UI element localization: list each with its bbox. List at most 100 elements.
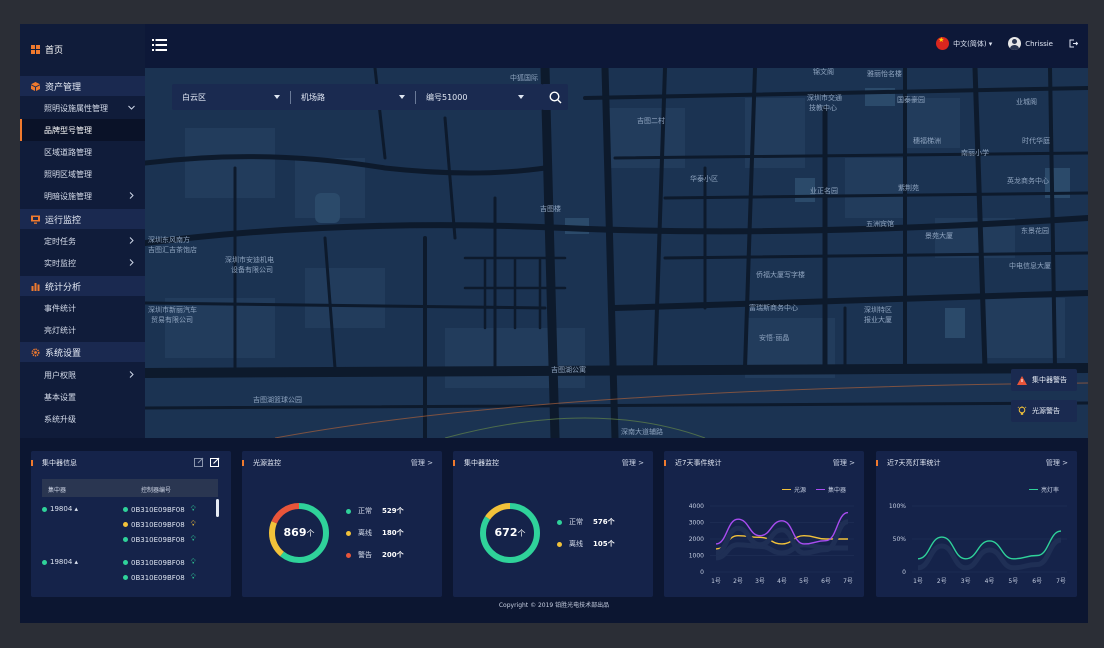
concentrator-alert-button[interactable]: 集中器警告 [1011,369,1077,391]
sidebar-item-area[interactable]: 照明区域管理 [20,163,145,185]
map-label: 深圳市交通 [807,94,842,102]
map-label: 雅丽怡名楼 [867,70,902,78]
sidebar-item-label: 定时任务 [44,236,76,246]
map-label: 报业大厦 [864,316,892,324]
map-label: 安悟·丽晶 [759,334,790,342]
events-line-chart: 4000 3000 2000 1000 0 1号 2号 3号 4号 5号 6号 7号 [689,503,854,585]
manage-link[interactable]: 管理 > [621,459,644,467]
box-icon [31,81,40,91]
table-row[interactable]: 0B310E09BF08 💡︎ [123,535,196,544]
app-window: 首页 资产管理 照明设施属性管理 品牌型号管理 区域道路管理 照明区域管理 明暗… [20,24,1088,623]
search-button[interactable] [542,84,568,110]
avatar[interactable] [1008,37,1022,50]
language-select[interactable]: 中文(简体) ▾ [953,39,993,48]
bulb-icon: 💡︎ [190,520,196,528]
map-label: 深圳市新丽汽车 [148,306,197,314]
y-tick-label: 100% [889,503,906,510]
sidebar-item-basic[interactable]: 基本设置 [20,386,145,408]
sidebar-item-label: 系统升级 [44,414,76,424]
concentrator-donut [480,503,540,563]
china-flag-icon [936,37,950,50]
sidebar-item-brand-model[interactable]: 品牌型号管理 [20,119,145,141]
divider [415,90,416,104]
edit-square-icon[interactable] [210,457,220,467]
code-value: 编号51000 [426,92,468,102]
sidebar-section-label: 资产管理 [45,82,82,93]
table-row[interactable]: 0B310E09BF08 💡︎ [123,573,196,582]
logout-icon[interactable] [1069,39,1078,48]
sidebar-home[interactable]: 首页 [20,24,145,74]
legend-value: 200个 [382,551,404,559]
series-line [715,534,848,550]
map-label: 英龙商务中心 [1007,177,1049,185]
manage-link[interactable]: 管理 > [410,459,433,467]
sidebar-item-light-stats[interactable]: 亮灯统计 [20,319,145,341]
legend-label: 离线 [358,529,372,537]
map-label: 侨福大厦写字楼 [756,271,805,279]
manage-link[interactable]: 管理 > [832,459,855,467]
scrollbar[interactable] [216,499,219,517]
map-view[interactable]: 中狐国际 锦文阁 雅丽怡名楼 深圳市交通 技教中心 国泰豪园 业城阁 吉图二村 … [145,68,1088,438]
sidebar-item-fixture-attrs[interactable]: 照明设施属性管理 [20,97,145,119]
x-tick-label: 5号 [799,578,809,585]
sidebar-item-road[interactable]: 区域道路管理 [20,141,145,163]
warning-icon [1017,375,1027,385]
map-label: 紫荆苑 [898,184,919,192]
legend-label: 正常 [358,507,372,515]
column-header: 集中器 [48,487,67,494]
edit-icon[interactable] [194,457,204,467]
sidebar-item-permissions[interactable]: 用户权限 [20,364,145,386]
sidebar-section-stats[interactable]: 统计分析 [20,276,145,296]
x-tick-label: 2号 [733,578,743,585]
sidebar-item-label: 基本设置 [44,392,76,402]
sidebar-item-upgrade[interactable]: 系统升级 [20,408,145,430]
divider [290,90,291,104]
light-alert-button[interactable]: 光源警告 [1011,400,1077,422]
map-label: 吉图湖篮球公园 [253,396,302,404]
district-select[interactable]: 白云区 [172,84,290,110]
bulb-icon: 💡︎ [190,558,196,566]
sidebar-section-settings[interactable]: 系统设置 [20,342,145,362]
sidebar-item-realtime[interactable]: 实时监控 [20,252,145,274]
table-row[interactable]: 0B310E09BF08 💡︎ [123,558,196,567]
map-label: 锦文阁 [813,68,834,76]
table-row[interactable]: 19804 ▴ [42,558,78,566]
map-label: 穗福梯洲 [913,137,941,145]
table-row[interactable]: 19804 ▴ [42,505,78,513]
total-unit: 个 [517,529,526,538]
panel-title: 近7天事件统计 [675,459,722,467]
concentrator-id: 19804 ▴ [50,505,79,513]
concentrator-total: 672个 [478,526,542,539]
map-label: 深南大道辅路 [621,428,663,436]
filter-bar: 白云区 机场路 编号51000 [172,84,543,110]
map-label: 中电信息大厦 [1009,262,1051,270]
map-label: 深圳市安迪机电 [225,256,274,264]
sidebar-section-assets[interactable]: 资产管理 [20,76,145,96]
sidebar-section-monitor[interactable]: 运行监控 [20,209,145,229]
table-row[interactable]: 0B310E09BF08 💡︎ [123,505,196,514]
road-select[interactable]: 机场路 [291,84,415,110]
code-select[interactable]: 编号51000 [416,84,534,110]
map-label: 南丽小学 [961,149,989,157]
sidebar-item-timer[interactable]: 定时任务 [20,230,145,252]
caret-down-icon [399,95,405,99]
sidebar-item-fixtures[interactable]: 明暗设施管理 [20,185,145,207]
user-name[interactable]: Chrissie [1025,39,1053,48]
menu-icon[interactable] [152,39,167,51]
legend-swatch [782,488,791,491]
x-tick-label: 7号 [1056,578,1066,585]
chevron-right-icon [129,237,134,244]
legend-label: 离线 [569,540,583,548]
footer: Copyright © 2019 铂胜光电技术部出品 [498,602,610,609]
legend-dot [557,541,562,547]
sidebar-section-label: 统计分析 [45,282,82,293]
legend-swatch [816,488,825,491]
y-tick-label: 0 [902,569,906,576]
bulb-icon: 💡︎ [190,573,196,581]
sidebar-item-event-stats[interactable]: 事件统计 [20,297,145,319]
table-row[interactable]: 0B310E09BF08 💡︎ [123,520,196,529]
total-value: 869 [283,526,307,539]
x-tick-label: 1号 [913,578,923,585]
manage-link[interactable]: 管理 > [1045,459,1068,467]
lighting-rate-panel: 近7天亮灯率统计 管理 > 亮灯率 100% 50% 0 1号 2号 3号 4号 5号 6号 7号 [876,451,1077,597]
